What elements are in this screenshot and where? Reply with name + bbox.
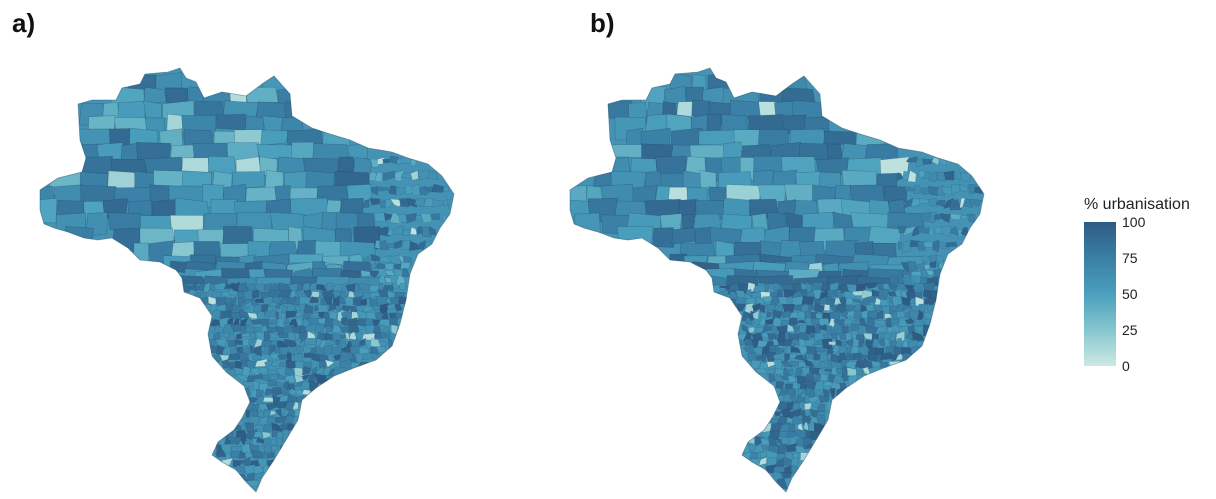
- panel-label-b: b): [590, 8, 615, 38]
- legend-tick-75: 75: [1122, 250, 1138, 266]
- country-border: [569, 67, 985, 493]
- panel-label-a: a): [12, 8, 36, 38]
- legend-tick-25: 25: [1122, 322, 1138, 338]
- legend-tick-0: 0: [1122, 358, 1130, 374]
- color-legend: % urbanisation 100 75 50 25 0: [1082, 196, 1212, 376]
- municipality-regions: [570, 68, 984, 492]
- legend-tick-100: 100: [1122, 214, 1146, 230]
- legend-color-bar: [1084, 222, 1116, 366]
- legend-tick-50: 50: [1122, 286, 1138, 302]
- legend-title: % urbanisation: [1084, 196, 1190, 213]
- brazil-map-a: [39, 67, 455, 493]
- country-border: [39, 67, 455, 493]
- brazil-map-b: [569, 67, 985, 493]
- municipality-regions: [40, 68, 454, 492]
